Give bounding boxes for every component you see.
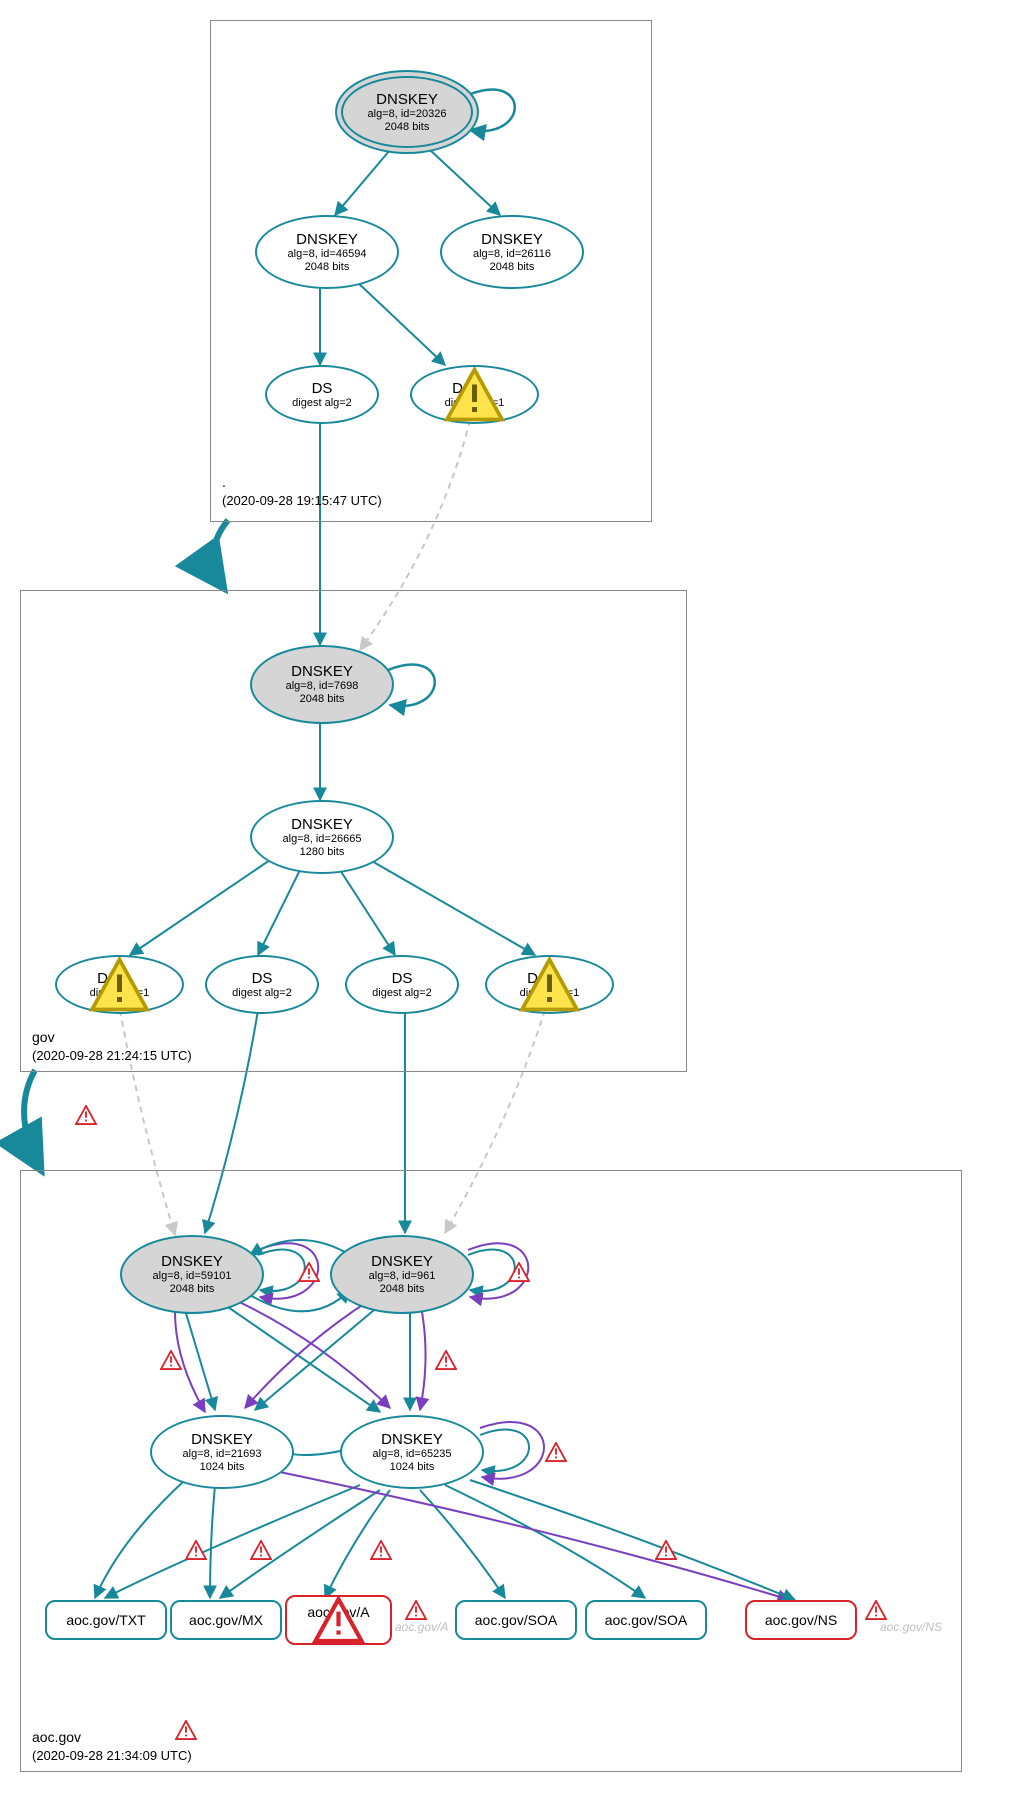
node-aoc-ksk2: DNSKEY alg=8, id=961 2048 bits [330,1235,474,1314]
warning-icon [124,970,142,986]
warning-icon [479,380,497,396]
zone-aoc-timestamp: (2020-09-28 21:34:09 UTC) [32,1748,192,1763]
record-ns: aoc.gov/NS [745,1600,857,1640]
error-icon [185,1540,207,1560]
node-gov-ds1a: DS digest alg=1 [55,955,184,1014]
node-sub2: 2048 bits [385,121,430,134]
error-icon [330,1620,348,1636]
node-root-zsk2: DNSKEY alg=8, id=26116 2048 bits [440,215,584,289]
error-icon [865,1600,887,1620]
record-soa1: aoc.gov/SOA [455,1600,577,1640]
zone-gov-name: gov [32,1029,55,1045]
node-gov-zsk: DNSKEY alg=8, id=26665 1280 bits [250,800,394,874]
error-icon [405,1600,427,1620]
error-icon [370,1540,392,1560]
node-aoc-zsk1: DNSKEY alg=8, id=21693 1024 bits [150,1415,294,1489]
node-root-ksk: DNSKEY alg=8, id=20326 2048 bits [335,70,479,154]
ghost-a: aoc.gov/A [395,1620,448,1634]
error-icon [75,1105,97,1125]
edge-zone-root-to-gov [213,520,228,590]
error-icon [250,1540,272,1560]
node-aoc-zsk2: DNSKEY alg=8, id=65235 1024 bits [340,1415,484,1489]
node-aoc-ksk1: DNSKEY alg=8, id=59101 2048 bits [120,1235,264,1314]
node-gov-ds2a: DS digest alg=2 [205,955,319,1014]
error-icon [160,1350,182,1370]
error-icon [655,1540,677,1560]
node-sub1: alg=8, id=20326 [368,108,447,121]
edge-zone-gov-to-aoc [24,1070,42,1172]
node-gov-ds2b: DS digest alg=2 [345,955,459,1014]
zone-aoc-name: aoc.gov [32,1729,81,1745]
node-root-ds2: DS digest alg=2 [265,365,379,424]
record-a: aoc.gov/A [285,1595,392,1645]
error-icon [545,1442,567,1462]
node-title: DNSKEY [376,91,438,108]
node-root-ds1: DS digest alg=1 [410,365,539,424]
ghost-ns: aoc.gov/NS [880,1620,942,1634]
error-icon [175,1720,197,1740]
error-icon [508,1262,530,1282]
warning-icon [554,970,572,986]
zone-root-name: . [222,474,226,490]
error-icon [435,1350,457,1370]
node-gov-ds1b: DS digest alg=1 [485,955,614,1014]
zone-root-timestamp: (2020-09-28 19:15:47 UTC) [222,493,382,508]
record-soa2: aoc.gov/SOA [585,1600,707,1640]
record-txt: aoc.gov/TXT [45,1600,167,1640]
zone-gov-timestamp: (2020-09-28 21:24:15 UTC) [32,1048,192,1063]
node-gov-ksk: DNSKEY alg=8, id=7698 2048 bits [250,645,394,724]
error-icon [298,1262,320,1282]
record-mx: aoc.gov/MX [170,1600,282,1640]
node-root-zsk1: DNSKEY alg=8, id=46594 2048 bits [255,215,399,289]
zone-gov-label: gov (2020-09-28 21:24:15 UTC) [32,1028,192,1065]
diagram-canvas: . (2020-09-28 19:15:47 UTC) gov (2020-09… [0,0,1027,1806]
zone-aoc-label: aoc.gov (2020-09-28 21:34:09 UTC) [32,1728,192,1765]
zone-root-label: . (2020-09-28 19:15:47 UTC) [222,473,382,510]
